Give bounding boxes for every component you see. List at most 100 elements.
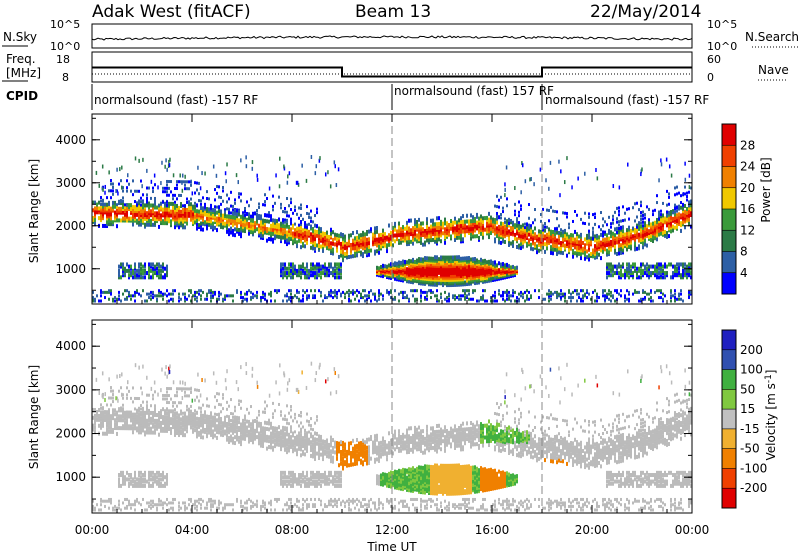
power-cell	[618, 247, 620, 252]
noise-left-label: N.Sky	[3, 30, 37, 44]
power-cell	[604, 297, 606, 301]
power-cell	[608, 262, 610, 267]
power-cell	[154, 271, 156, 276]
power-cell	[165, 158, 167, 163]
power-cell	[218, 205, 220, 210]
power-cell	[524, 222, 526, 226]
power-cell	[666, 231, 668, 236]
power-cell	[96, 206, 98, 211]
velocity-cell	[114, 412, 116, 417]
power-cell	[352, 238, 354, 243]
power-cell	[314, 171, 317, 176]
velocity-cell	[122, 473, 124, 478]
power-cell	[366, 237, 368, 242]
power-cell	[676, 297, 678, 301]
power-cell	[478, 216, 480, 221]
power-cell	[164, 201, 166, 206]
velocity-cell	[138, 406, 140, 411]
power-cell	[648, 234, 650, 239]
velocity-cell	[116, 426, 118, 431]
power-cell	[316, 264, 318, 269]
power-cell	[578, 292, 580, 296]
power-cell	[678, 204, 680, 209]
power-cell	[240, 158, 242, 163]
power-cell	[146, 168, 148, 173]
power-cell	[224, 297, 226, 301]
power-cell	[290, 264, 292, 269]
power-cell	[312, 296, 314, 300]
power-cell	[124, 273, 126, 278]
power-cell	[142, 268, 144, 273]
power-cell	[286, 210, 288, 214]
power-cell	[420, 221, 422, 226]
power-cell	[144, 299, 146, 303]
power-cell	[486, 221, 488, 226]
velocity-cell	[124, 479, 126, 484]
power-cell	[476, 234, 478, 239]
power-cell	[634, 268, 636, 273]
power-cell	[256, 177, 259, 182]
power-cell	[352, 292, 354, 296]
power-cell	[430, 256, 432, 261]
velocity-cell	[134, 420, 136, 425]
power-cell	[296, 180, 299, 185]
power-cell	[152, 207, 154, 212]
power-cell	[102, 187, 104, 192]
velocity-cell	[104, 431, 106, 436]
power-cell	[316, 207, 318, 211]
power-cell	[424, 290, 426, 294]
power-cell	[510, 220, 512, 225]
velocity-cell	[128, 503, 130, 507]
power-cell	[646, 224, 648, 229]
power-cell	[690, 207, 692, 212]
power-cell	[490, 259, 492, 264]
power-cell	[526, 226, 528, 231]
power-cell	[162, 294, 164, 298]
power-cell	[330, 227, 332, 232]
power-cell	[158, 290, 160, 294]
power-cell	[578, 234, 580, 239]
power-cell	[546, 208, 548, 212]
power-cell	[546, 225, 548, 229]
power-cell	[514, 202, 516, 206]
power-cell	[332, 247, 334, 252]
power-cell	[678, 297, 680, 301]
power-cell	[592, 226, 594, 230]
power-cell	[150, 294, 152, 298]
power-cell	[366, 241, 368, 246]
power-cell	[244, 213, 246, 217]
power-cell	[282, 275, 284, 280]
power-cell	[660, 273, 662, 278]
power-cell	[666, 234, 668, 239]
power-cell	[580, 238, 582, 243]
power-cell	[500, 240, 502, 245]
power-cell	[536, 250, 538, 255]
power-cell	[115, 189, 117, 194]
power-cell	[604, 296, 606, 300]
power-cell	[418, 217, 420, 222]
power-cell	[382, 294, 384, 298]
power-cell	[516, 265, 518, 270]
power-cell	[116, 167, 118, 172]
velocity-cell	[92, 506, 94, 510]
power-cell	[394, 227, 396, 232]
power-cell	[230, 204, 232, 208]
power-cell	[616, 289, 618, 293]
power-cell	[240, 226, 242, 231]
power-cell	[254, 211, 256, 216]
power-cell	[524, 179, 527, 184]
power-cell	[666, 217, 668, 222]
power-cell	[590, 252, 592, 257]
power-cell	[364, 232, 366, 237]
power-cell	[486, 227, 488, 232]
power-cell	[296, 296, 298, 300]
power-cell	[580, 217, 582, 221]
power-cell	[152, 296, 154, 300]
power-cell	[644, 213, 646, 217]
power-cell	[306, 289, 308, 293]
velocity-cell	[102, 499, 104, 503]
power-cell	[604, 237, 606, 242]
power-cell	[104, 296, 106, 300]
power-cell	[582, 299, 584, 303]
